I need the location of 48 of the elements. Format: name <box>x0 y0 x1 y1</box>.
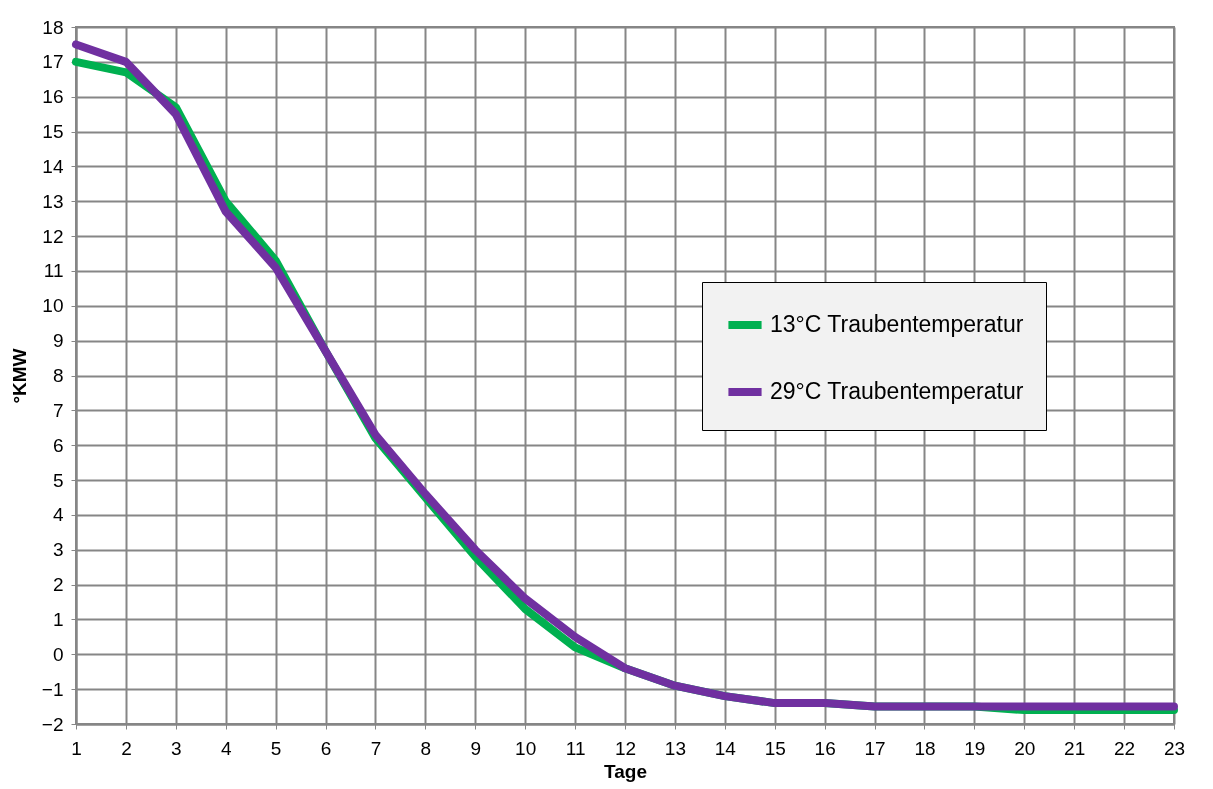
y-tick-label: 18 <box>42 16 64 38</box>
y-tick-label: 10 <box>42 295 64 317</box>
x-tick-label: 22 <box>1114 737 1136 759</box>
x-tick-label: 17 <box>864 737 886 759</box>
y-tick-label: −1 <box>41 678 64 700</box>
x-tick-label: 21 <box>1064 737 1086 759</box>
x-tick-label: 1 <box>71 737 82 759</box>
y-tick-label: 12 <box>42 225 64 247</box>
x-axis-title: Tage <box>604 760 647 782</box>
y-tick-label: 9 <box>52 330 64 352</box>
x-tick-label: 18 <box>914 737 936 759</box>
x-tick-label: 7 <box>370 737 382 759</box>
y-tick-label: 7 <box>52 399 64 421</box>
legend-label: 13°C Traubentemperatur <box>770 311 1024 337</box>
x-tick-label: 14 <box>714 737 737 759</box>
x-tick-label: 23 <box>1163 737 1186 759</box>
legend-label: 29°C Traubentemperatur <box>770 378 1024 404</box>
x-tick-label: 15 <box>764 737 786 759</box>
x-tick-label: 16 <box>814 737 836 759</box>
x-tick-label: 2 <box>121 737 132 759</box>
y-tick-label: 14 <box>42 155 64 177</box>
x-tick-label: 13 <box>664 737 686 759</box>
y-axis-title: °KMW <box>8 348 30 404</box>
y-tick-label: 6 <box>52 434 64 456</box>
y-tick-label: 8 <box>52 365 64 386</box>
y-tick-label: 11 <box>43 260 64 282</box>
y-tick-label: 3 <box>52 539 64 561</box>
y-tick-label: 17 <box>42 51 64 73</box>
x-tick-label: 9 <box>470 737 482 759</box>
y-tick-label: 15 <box>42 121 64 143</box>
x-tick-label: 20 <box>1014 737 1036 759</box>
x-tick-label: 8 <box>420 737 432 759</box>
y-tick-label: −2 <box>41 713 64 735</box>
y-tick-label: 4 <box>52 504 64 526</box>
y-tick-label: 1 <box>52 608 64 630</box>
y-tick-label: 0 <box>52 643 64 665</box>
x-tick-label: 10 <box>515 737 537 759</box>
x-tick-label: 3 <box>171 737 182 759</box>
y-tick-label: 5 <box>52 469 64 491</box>
x-tick-label: 19 <box>964 737 986 759</box>
y-tick-label: 16 <box>42 86 64 108</box>
x-tick-label: 11 <box>565 737 586 759</box>
y-tick-label: 2 <box>52 574 64 596</box>
x-tick-label: 5 <box>270 737 282 759</box>
x-tick-label: 12 <box>614 737 637 759</box>
x-tick-label: 6 <box>320 737 332 759</box>
y-tick-label: 13 <box>42 190 64 212</box>
x-tick-label: 4 <box>220 737 232 759</box>
